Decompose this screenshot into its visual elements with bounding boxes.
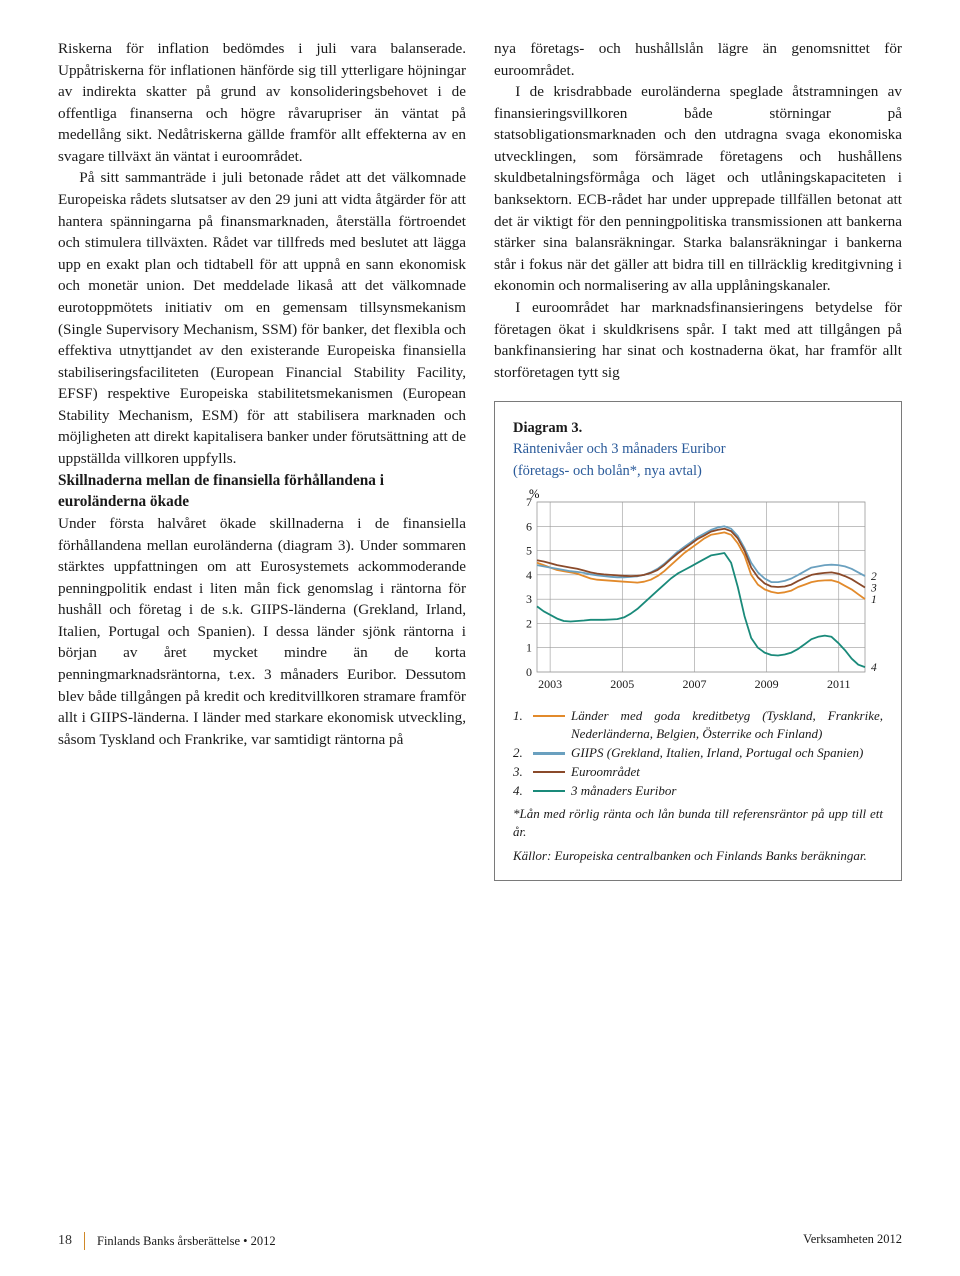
legend-color-swatch [533, 790, 565, 792]
legend-number: 1. [513, 707, 527, 726]
legend-text: Länder med goda kreditbetyg (Tyskland, F… [571, 707, 883, 745]
page-number: 18 [58, 1233, 72, 1249]
legend-number: 2. [513, 744, 527, 763]
legend-color-swatch [533, 771, 565, 773]
legend-color-swatch [533, 752, 565, 754]
svg-text:4: 4 [871, 662, 877, 674]
svg-text:2: 2 [871, 571, 877, 583]
legend-number: 4. [513, 782, 527, 801]
svg-text:1: 1 [526, 641, 532, 655]
svg-text:2007: 2007 [682, 677, 706, 691]
svg-text:2005: 2005 [610, 677, 634, 691]
legend-color-swatch [533, 715, 565, 717]
chart-footnote: *Lån med rörlig ränta och lån bunda till… [513, 805, 883, 841]
legend-number: 3. [513, 763, 527, 782]
svg-text:6: 6 [526, 519, 532, 533]
two-column-layout: Riskerna för inflation bedömdes i juli v… [58, 38, 902, 881]
footer-divider [84, 1232, 85, 1250]
left-para-2: På sitt sammanträde i juli betonade råde… [58, 167, 466, 469]
chart-subtitle-2: (företags- och bolån*, nya avtal) [513, 461, 883, 482]
right-para-1: nya företags- och hushållslån lägre än g… [494, 38, 902, 81]
legend-row: 1. Länder med goda kreditbetyg (Tyskland,… [513, 707, 883, 745]
chart-legend: 1. Länder med goda kreditbetyg (Tyskland,… [513, 707, 883, 801]
right-column: nya företags- och hushållslån lägre än g… [494, 38, 902, 881]
svg-text:2003: 2003 [538, 677, 562, 691]
svg-text:1: 1 [871, 594, 877, 606]
subheading: Skillnaderna mellan de finansiella förhå… [58, 470, 466, 513]
legend-row: 3. Euroområdet [513, 763, 883, 782]
legend-row: 2. GIIPS (Grekland, Italien, Irland, Port… [513, 744, 883, 763]
legend-row: 4. 3 månaders Euribor [513, 782, 883, 801]
right-para-3: I euroområdet har marknadsfinansieringen… [494, 297, 902, 383]
svg-text:7: 7 [526, 495, 532, 509]
legend-text: 3 månaders Euribor [571, 782, 883, 801]
svg-text:2009: 2009 [755, 677, 779, 691]
chart-plot-area: %01234567200320052007200920112314 [513, 484, 883, 701]
legend-text: GIIPS (Grekland, Italien, Irland, Portug… [571, 744, 883, 763]
footer-section: Verksamheten 2012 [803, 1232, 902, 1250]
svg-text:0: 0 [526, 665, 532, 679]
svg-text:2011: 2011 [827, 677, 851, 691]
svg-text:3: 3 [870, 582, 877, 594]
right-para-2: I de krisdrabbade euroländerna speglade … [494, 81, 902, 297]
svg-text:3: 3 [526, 592, 532, 606]
chart-source: Källor: Europeiska centralbanken och Fin… [513, 847, 883, 865]
left-para-3: Under första halvåret ökade skillnaderna… [58, 513, 466, 750]
chart-subtitle-1: Räntenivåer och 3 månaders Euribor [513, 439, 883, 460]
legend-text: Euroområdet [571, 763, 883, 782]
svg-text:4: 4 [526, 568, 532, 582]
page-footer: 18 Finlands Banks årsberättelse • 2012 V… [0, 1232, 960, 1250]
left-column: Riskerna för inflation bedömdes i juli v… [58, 38, 466, 881]
svg-text:5: 5 [526, 544, 532, 558]
chart-diagram-3: Diagram 3. Räntenivåer och 3 månaders Eu… [494, 401, 902, 880]
footer-publication: Finlands Banks årsberättelse • 2012 [97, 1234, 276, 1249]
chart-svg: %01234567200320052007200920112314 [513, 484, 883, 694]
footer-left: 18 Finlands Banks årsberättelse • 2012 [58, 1232, 276, 1250]
left-para-1: Riskerna för inflation bedömdes i juli v… [58, 38, 466, 167]
svg-text:2: 2 [526, 616, 532, 630]
chart-title: Diagram 3. [513, 418, 883, 439]
